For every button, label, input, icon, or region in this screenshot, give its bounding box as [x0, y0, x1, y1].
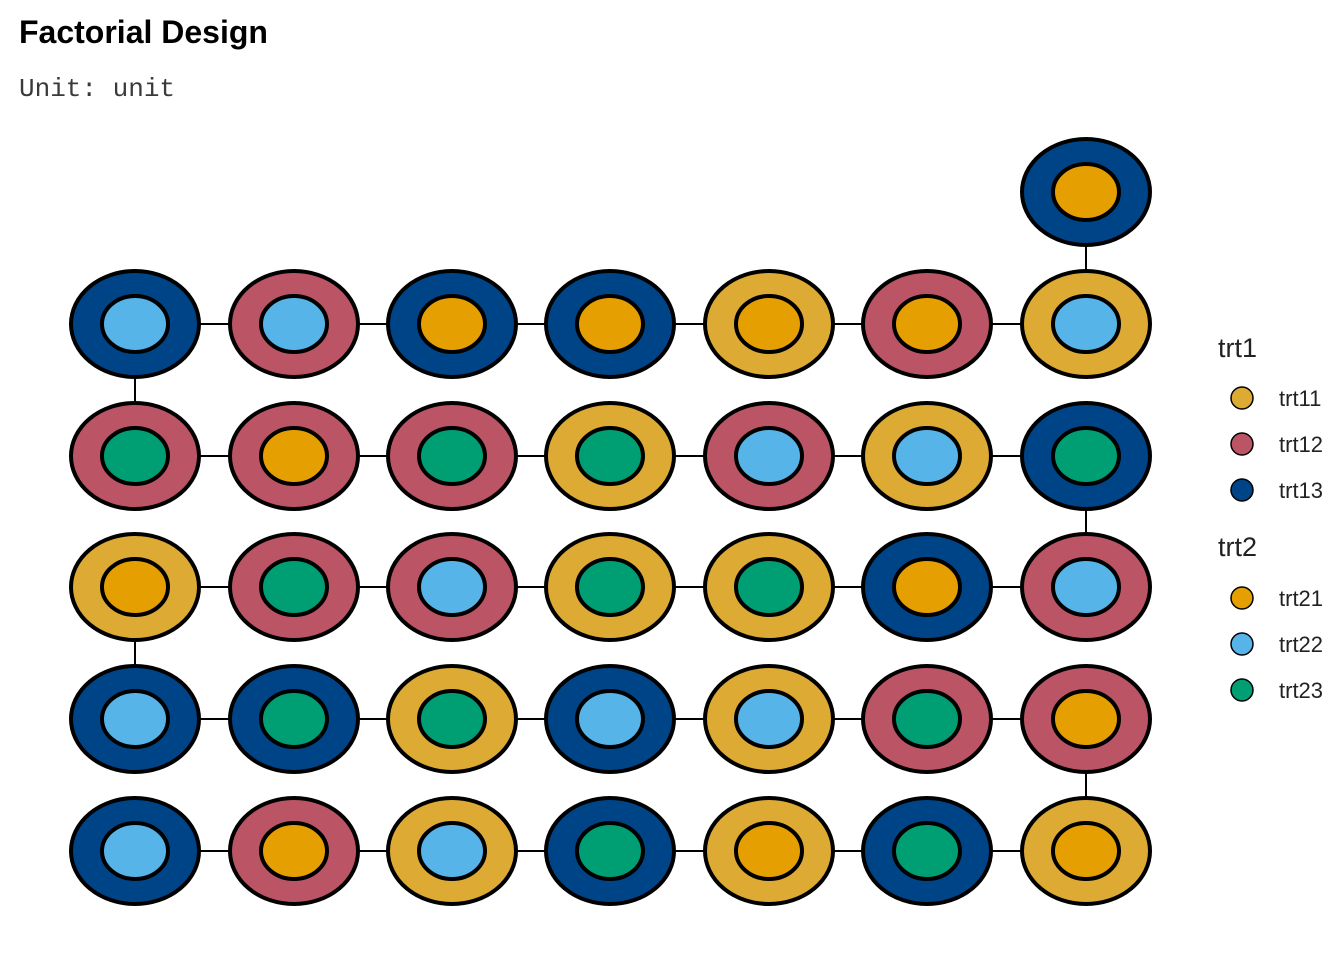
- unit: [544, 532, 676, 642]
- unit: [703, 269, 835, 379]
- unit: [386, 401, 518, 511]
- legend-key-trt21: [1230, 586, 1254, 610]
- unit-inner-trt2: [417, 294, 487, 354]
- unit-inner-trt2: [1051, 821, 1121, 881]
- unit: [1020, 401, 1152, 511]
- unit-inner-trt2: [100, 294, 170, 354]
- unit-inner-trt2: [417, 821, 487, 881]
- unit: [228, 532, 360, 642]
- unit: [1020, 269, 1152, 379]
- legend: trt1 trt11 trt12 trt13 trt2 trt21 trt22 trt23: [1218, 333, 1323, 703]
- unit-inner-trt2: [734, 294, 804, 354]
- unit-inner-trt2: [575, 294, 645, 354]
- legend-title-trt1: trt1: [1218, 333, 1257, 363]
- unit-inner-trt2: [1051, 557, 1121, 617]
- unit: [861, 664, 993, 774]
- unit: [69, 796, 201, 906]
- unit-inner-trt2: [892, 689, 962, 749]
- unit-inner-trt2: [575, 557, 645, 617]
- unit: [1020, 532, 1152, 642]
- unit-inner-trt2: [1051, 689, 1121, 749]
- unit: [703, 796, 835, 906]
- unit-inner-trt2: [734, 689, 804, 749]
- diagram-title: Factorial Design: [19, 14, 268, 50]
- unit: [861, 796, 993, 906]
- unit: [69, 532, 201, 642]
- unit: [1020, 137, 1152, 247]
- legend-key-trt12: [1230, 432, 1254, 456]
- unit-grid: [69, 137, 1152, 906]
- unit-inner-trt2: [892, 821, 962, 881]
- unit-inner-trt2: [100, 426, 170, 486]
- unit: [1020, 796, 1152, 906]
- unit-inner-trt2: [100, 821, 170, 881]
- legend-label-trt13: trt13: [1279, 478, 1323, 503]
- unit-inner-trt2: [259, 557, 329, 617]
- unit-inner-trt2: [1051, 426, 1121, 486]
- unit-inner-trt2: [892, 294, 962, 354]
- unit: [386, 664, 518, 774]
- legend-title-trt2: trt2: [1218, 532, 1257, 562]
- unit: [228, 796, 360, 906]
- unit-inner-trt2: [417, 426, 487, 486]
- unit-inner-trt2: [734, 821, 804, 881]
- unit-inner-trt2: [417, 557, 487, 617]
- unit: [861, 269, 993, 379]
- unit: [386, 269, 518, 379]
- unit: [861, 401, 993, 511]
- unit: [703, 401, 835, 511]
- legend-key-trt11: [1230, 386, 1254, 410]
- unit-inner-trt2: [575, 689, 645, 749]
- legend-key-trt22: [1230, 632, 1254, 656]
- unit: [69, 664, 201, 774]
- unit-inner-trt2: [734, 426, 804, 486]
- unit: [703, 532, 835, 642]
- unit: [1020, 664, 1152, 774]
- legend-label-trt12: trt12: [1279, 432, 1323, 457]
- unit: [228, 664, 360, 774]
- unit: [544, 796, 676, 906]
- unit-inner-trt2: [575, 821, 645, 881]
- unit-inner-trt2: [575, 426, 645, 486]
- legend-label-trt21: trt21: [1279, 586, 1323, 611]
- unit: [544, 401, 676, 511]
- unit: [861, 532, 993, 642]
- unit-inner-trt2: [259, 821, 329, 881]
- unit-inner-trt2: [1051, 162, 1121, 222]
- unit: [228, 401, 360, 511]
- unit: [69, 401, 201, 511]
- legend-key-trt13: [1230, 478, 1254, 502]
- legend-label-trt22: trt22: [1279, 632, 1323, 657]
- diagram-subtitle: Unit: unit: [19, 74, 176, 104]
- unit: [544, 269, 676, 379]
- unit-inner-trt2: [1051, 294, 1121, 354]
- unit-inner-trt2: [734, 557, 804, 617]
- unit-inner-trt2: [892, 557, 962, 617]
- unit-inner-trt2: [892, 426, 962, 486]
- unit: [228, 269, 360, 379]
- legend-label-trt11: trt11: [1279, 386, 1321, 411]
- legend-key-trt23: [1230, 678, 1254, 702]
- unit-inner-trt2: [417, 689, 487, 749]
- unit-inner-trt2: [100, 557, 170, 617]
- unit: [544, 664, 676, 774]
- unit: [703, 664, 835, 774]
- unit: [386, 532, 518, 642]
- unit-inner-trt2: [100, 689, 170, 749]
- unit-inner-trt2: [259, 294, 329, 354]
- unit: [69, 269, 201, 379]
- unit: [386, 796, 518, 906]
- unit-inner-trt2: [259, 689, 329, 749]
- unit-inner-trt2: [259, 426, 329, 486]
- legend-label-trt23: trt23: [1279, 678, 1323, 703]
